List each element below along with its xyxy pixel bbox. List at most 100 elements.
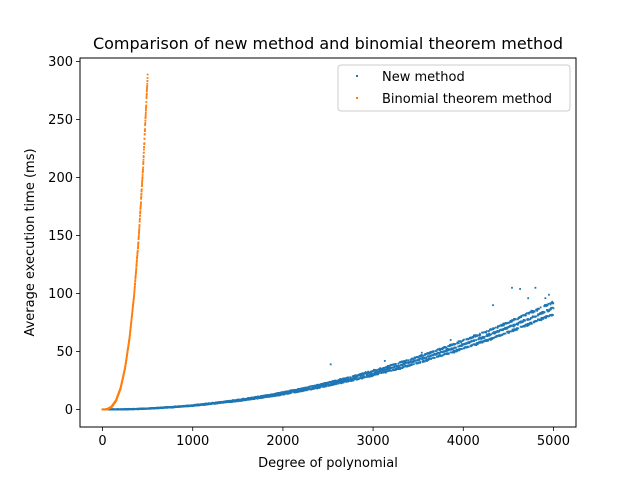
new-method-point — [356, 375, 359, 378]
new-method-point — [500, 329, 503, 332]
new-method-point — [552, 314, 554, 316]
binomial-method-point — [126, 349, 129, 352]
binomial-method-point — [139, 210, 142, 213]
new-method-point — [407, 359, 410, 362]
new-method-point — [460, 341, 463, 344]
new-method-point — [411, 357, 414, 360]
new-method-point — [530, 317, 532, 319]
new-method-point — [397, 362, 400, 365]
binomial-method-point — [145, 107, 147, 110]
new-method-point — [513, 318, 516, 321]
new-method-outlier — [534, 286, 537, 289]
new-method-point — [510, 330, 513, 333]
new-method-point — [517, 321, 520, 324]
new-method-point — [385, 370, 388, 373]
binomial-method-point — [134, 275, 137, 278]
new-method-point — [452, 347, 455, 350]
new-method-point — [484, 331, 486, 334]
new-method-point — [370, 375, 373, 378]
binomial-method-point — [144, 114, 147, 117]
new-method-point — [449, 348, 452, 351]
new-method-point — [520, 314, 523, 317]
binomial-method-point — [145, 90, 148, 93]
new-method-point — [424, 359, 427, 362]
new-method-point — [520, 320, 522, 323]
new-method-point — [413, 357, 415, 360]
new-method-point — [494, 336, 497, 338]
new-method-point — [394, 363, 397, 365]
new-method-point — [352, 375, 355, 377]
new-method-point — [480, 336, 483, 339]
new-method-point — [503, 328, 505, 330]
new-method-point — [342, 377, 345, 380]
new-method-point — [378, 370, 381, 373]
new-method-point — [426, 352, 429, 355]
new-method-point — [286, 391, 289, 394]
binomial-method-point — [137, 236, 140, 239]
binomial-method-point — [139, 202, 142, 205]
new-method-point — [442, 350, 444, 353]
binomial-method-point — [139, 214, 141, 217]
binomial-method-point — [129, 326, 132, 329]
new-method-point — [414, 356, 417, 359]
binomial-method-point — [134, 280, 137, 283]
binomial-method-point — [132, 300, 135, 303]
new-method-point — [324, 381, 327, 384]
new-method-point — [301, 390, 304, 393]
new-method-point — [551, 300, 554, 303]
new-method-point — [538, 319, 541, 321]
new-method-point — [465, 342, 468, 345]
new-method-point — [416, 356, 418, 358]
new-method-point — [299, 388, 301, 391]
binomial-method-point — [127, 343, 130, 346]
new-method-point — [529, 311, 532, 314]
new-method-point — [504, 332, 507, 335]
new-method-point — [398, 361, 401, 364]
new-method-point — [389, 364, 392, 367]
axis-ticks: 0 1000 2000 3000 4000 5000 0 50 100 150 200 250 300 — [48, 55, 570, 449]
new-method-point — [516, 327, 519, 330]
new-method-point — [298, 388, 301, 390]
new-method-point — [530, 322, 533, 325]
binomial-method-point — [142, 155, 145, 157]
new-method-point — [470, 337, 473, 340]
new-method-point — [390, 369, 393, 372]
new-method-point — [372, 370, 374, 372]
new-method-point — [552, 302, 555, 304]
x-tick-label: 2000 — [266, 434, 299, 449]
new-method-point — [550, 308, 552, 310]
binomial-method-point — [142, 158, 145, 161]
new-method-point — [321, 382, 324, 385]
new-method-point — [473, 343, 476, 346]
new-method-point — [502, 322, 505, 325]
binomial-method-point — [141, 178, 144, 181]
new-method-point — [294, 388, 297, 391]
binomial-method-point — [125, 361, 127, 364]
binomial-method-point — [135, 265, 138, 268]
new-method-point — [510, 324, 513, 327]
binomial-method-point — [142, 151, 145, 154]
binomial-method-point — [131, 306, 134, 309]
binomial-method-point — [132, 297, 135, 299]
new-method-point — [340, 378, 343, 381]
new-method-point — [405, 361, 408, 364]
new-method-point — [527, 324, 530, 327]
binomial-method-point — [139, 211, 142, 214]
new-method-point — [446, 352, 449, 355]
new-method-point — [461, 344, 464, 347]
new-method-point — [337, 382, 340, 385]
binomial-method-point — [135, 267, 138, 270]
binomial-method-point — [135, 262, 138, 265]
binomial-method-point — [138, 220, 141, 223]
new-method-point — [336, 379, 339, 382]
binomial-method-point — [145, 104, 148, 107]
new-method-outlier — [548, 293, 550, 296]
new-method-point — [496, 326, 499, 329]
new-method-point — [550, 306, 553, 309]
new-method-point — [500, 334, 502, 337]
binomial-method-point — [140, 188, 143, 191]
new-method-point — [375, 369, 378, 372]
new-method-point — [418, 354, 421, 357]
new-method-point — [430, 357, 433, 360]
new-method-point — [505, 322, 508, 324]
